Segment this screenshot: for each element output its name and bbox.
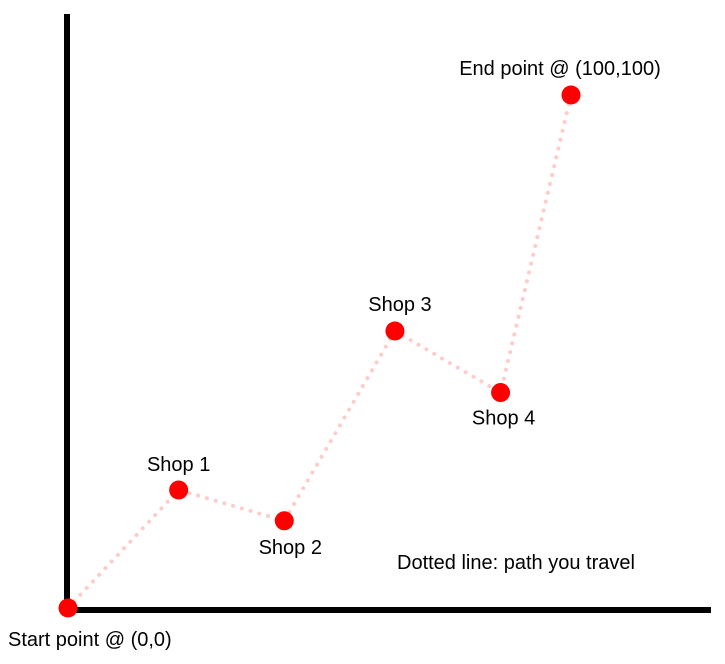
point-labels: Start point @ (0,0) Shop 1 Shop 2 Shop 3 Sho… <box>8 58 661 651</box>
shop-1-point <box>169 480 189 500</box>
start-point <box>58 598 78 618</box>
shop-4-point <box>491 383 511 403</box>
shop-2-label: Shop 2 <box>259 537 322 559</box>
travel-path-line <box>66 93 573 610</box>
shop-1-label: Shop 1 <box>147 454 210 476</box>
end-point <box>561 85 581 105</box>
shop-3-label: Shop 3 <box>368 294 431 316</box>
travel-path <box>66 93 573 610</box>
start-label: Start point @ (0,0) <box>8 629 172 651</box>
shop-3-point <box>385 321 405 341</box>
legend-note: Dotted line: path you travel <box>397 552 635 574</box>
shop-4-label: Shop 4 <box>472 408 535 430</box>
points <box>58 85 581 618</box>
shop-2-point <box>274 511 294 531</box>
end-label: End point @ (100,100) <box>459 58 661 80</box>
